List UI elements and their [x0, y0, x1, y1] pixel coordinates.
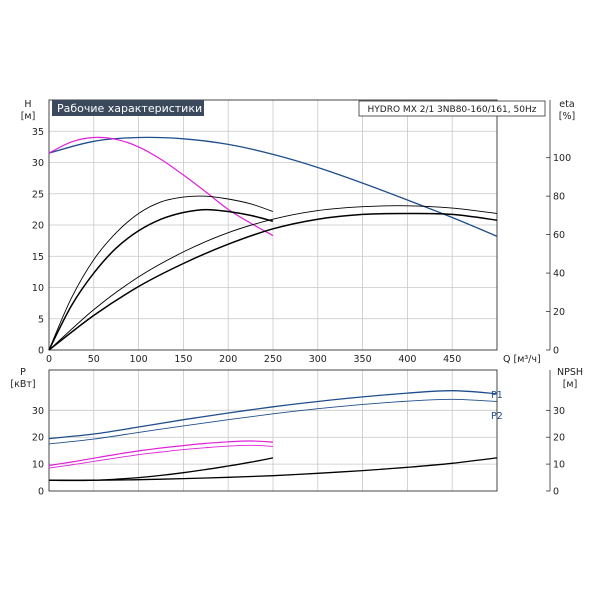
- bottom-y-tick-label-0: 0: [38, 487, 44, 498]
- x-tick-label-150: 150: [174, 354, 192, 365]
- bottom-y-tick-label-10: 10: [32, 460, 44, 471]
- bottom-y2-tick-label-20: 20: [553, 433, 565, 444]
- top-y2-tick-label-80: 80: [553, 192, 565, 203]
- top-y-unit: [м]: [21, 111, 36, 122]
- top-series-line-5: [48, 212, 498, 351]
- model-label-box: [358, 100, 546, 117]
- bottom-y2-unit: [м]: [563, 379, 578, 390]
- x-tick-label-350: 350: [354, 354, 372, 365]
- top-y2-tick-label-100: 100: [553, 153, 571, 164]
- x-tick-label-100: 100: [130, 354, 148, 365]
- title-badge: Рабочие характеристики: [57, 102, 202, 115]
- top-series-line-1: [48, 136, 274, 237]
- top-panel-ticks: 0 50 100 150 200 250 300 350 400 4500510152025303…: [32, 100, 571, 365]
- x-tick-label-300: 300: [309, 354, 327, 365]
- top-series-line-2: [48, 195, 274, 351]
- bottom-y-label: P: [20, 367, 26, 378]
- x-tick-label-250: 250: [264, 354, 282, 365]
- top-y2-label: eta: [559, 99, 574, 110]
- top-y-label: H: [24, 99, 31, 110]
- top-y2-unit: [%]: [559, 111, 575, 122]
- top-y2-tick-label-60: 60: [553, 230, 565, 241]
- bottom-series-line-p2: [48, 398, 498, 445]
- bottom-y2-tick-label-0: 0: [553, 487, 559, 498]
- top-y-tick-label-35: 35: [32, 127, 44, 138]
- x-axis-label: Q [м³/ч]: [503, 354, 541, 365]
- x-tick-label-200: 200: [219, 354, 237, 365]
- bottom-y2-tick-label-10: 10: [553, 460, 565, 471]
- bottom-series-line-2: [48, 440, 274, 467]
- x-tick-label-0: 0: [46, 354, 52, 365]
- top-series-line-4: [48, 205, 498, 351]
- annotation-p1: P1: [491, 390, 503, 401]
- bottom-series-line-3: [48, 444, 274, 469]
- bottom-y2-label: NPSH: [557, 367, 583, 378]
- top-panel-grid: [49, 100, 497, 350]
- top-y2-tick-label-0: 0: [553, 346, 559, 357]
- x-tick-label-400: 400: [398, 354, 416, 365]
- bottom-y-tick-label-30: 30: [32, 406, 44, 417]
- bottom-y-tick-label-20: 20: [32, 433, 44, 444]
- title-badge-bg: [52, 100, 204, 116]
- top-y-tick-label-25: 25: [32, 189, 44, 200]
- top-y-tick-label-15: 15: [32, 252, 44, 263]
- top-y-tick-label-20: 20: [32, 221, 44, 232]
- top-series-line-3: [48, 208, 274, 351]
- top-y-tick-label-0: 0: [38, 346, 44, 357]
- x-tick-label-450: 450: [443, 354, 461, 365]
- top-y-tick-label-5: 5: [38, 314, 44, 325]
- bottom-y-unit: [кВт]: [10, 379, 35, 390]
- bottom-series-line-5: [48, 457, 498, 481]
- top-y-tick-label-10: 10: [32, 283, 44, 294]
- x-tick-label-50: 50: [88, 354, 100, 365]
- top-series-line-0: [48, 136, 498, 237]
- top-panel-series: [48, 136, 498, 351]
- bottom-panel-ticks: 0 10 20 30 0 10 20 30: [32, 370, 565, 498]
- top-y2-tick-label-40: 40: [553, 269, 565, 280]
- bottom-panel-frame: [48, 369, 498, 492]
- bottom-panel-grid: [49, 370, 497, 491]
- top-panel-frame: [48, 99, 498, 351]
- bottom-series-line-p1: [48, 390, 498, 440]
- annotation-p2: P2: [491, 411, 503, 422]
- top-y2-tick-label-20: 20: [553, 307, 565, 318]
- top-y-tick-label-30: 30: [32, 158, 44, 169]
- model-label: HYDRO MX 2/1 3NB80-160/161, 50Hz: [368, 105, 537, 115]
- bottom-y2-tick-label-30: 30: [553, 406, 565, 417]
- bottom-panel-series: [48, 390, 498, 482]
